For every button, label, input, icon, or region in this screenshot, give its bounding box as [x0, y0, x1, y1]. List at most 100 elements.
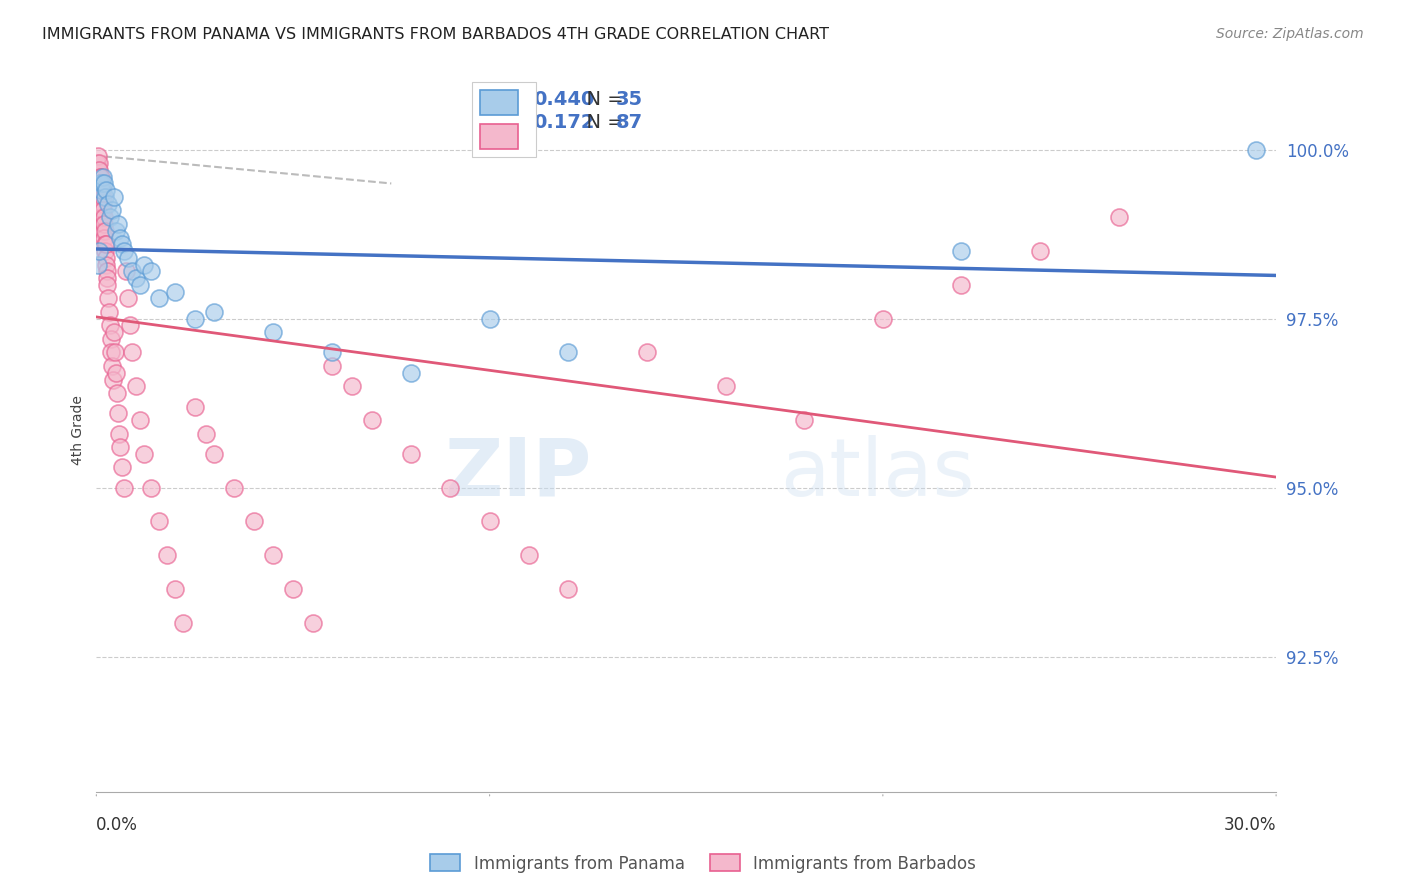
Point — [281, 582, 304, 596]
Text: 87: 87 — [616, 113, 643, 132]
Point — [148, 515, 170, 529]
Point — [90, 190, 112, 204]
Point — [262, 325, 284, 339]
Point — [87, 258, 110, 272]
Point — [793, 413, 815, 427]
Point — [1246, 143, 1268, 157]
Legend: Immigrants from Panama, Immigrants from Barbados: Immigrants from Panama, Immigrants from … — [423, 847, 983, 880]
Point — [111, 460, 134, 475]
Point — [202, 447, 225, 461]
Point — [97, 196, 120, 211]
Point — [163, 285, 186, 299]
Point — [202, 305, 225, 319]
Point — [242, 515, 264, 529]
Point — [89, 177, 111, 191]
Point — [87, 177, 110, 191]
Point — [100, 332, 122, 346]
Point — [714, 379, 737, 393]
Point — [94, 251, 117, 265]
Point — [108, 440, 131, 454]
Point — [360, 413, 382, 427]
Point — [121, 345, 143, 359]
Point — [132, 447, 155, 461]
Point — [156, 549, 179, 563]
Point — [517, 549, 540, 563]
Point — [103, 325, 125, 339]
Point — [183, 400, 205, 414]
Point — [89, 163, 111, 178]
Point — [87, 169, 110, 184]
Point — [90, 177, 112, 191]
Point — [478, 515, 501, 529]
Point — [89, 177, 111, 191]
Point — [94, 237, 117, 252]
Point — [104, 345, 127, 359]
Point — [90, 183, 112, 197]
Point — [105, 224, 128, 238]
Point — [94, 244, 117, 258]
Point — [117, 292, 139, 306]
Point — [97, 305, 120, 319]
Point — [301, 615, 323, 630]
Point — [141, 481, 163, 495]
Y-axis label: 4th Grade: 4th Grade — [72, 395, 86, 465]
Point — [96, 271, 118, 285]
Point — [321, 345, 343, 359]
Point — [89, 183, 111, 197]
Point — [222, 481, 245, 495]
Point — [399, 447, 422, 461]
Point — [86, 163, 108, 178]
Point — [93, 211, 115, 225]
Point — [636, 345, 658, 359]
Point — [93, 217, 115, 231]
Point — [399, 366, 422, 380]
Point — [1108, 211, 1130, 225]
Point — [91, 177, 114, 191]
Point — [132, 258, 155, 272]
Point — [111, 237, 134, 252]
Point — [90, 183, 112, 197]
Point — [93, 224, 115, 238]
Point — [950, 244, 973, 258]
Point — [90, 203, 112, 218]
Point — [93, 169, 115, 184]
Point — [93, 203, 115, 218]
Point — [163, 582, 186, 596]
Point — [96, 258, 118, 272]
Point — [96, 183, 118, 197]
Point — [478, 311, 501, 326]
Text: N =: N = — [574, 113, 630, 132]
Point — [93, 224, 115, 238]
Point — [91, 190, 114, 204]
Text: 35: 35 — [616, 90, 643, 109]
Point — [98, 211, 121, 225]
Point — [89, 244, 111, 258]
Point — [91, 217, 114, 231]
Point — [93, 177, 115, 191]
Point — [107, 406, 129, 420]
Point — [87, 156, 110, 170]
Point — [89, 190, 111, 204]
Point — [98, 318, 121, 333]
Point — [262, 549, 284, 563]
Text: 0.0%: 0.0% — [97, 815, 138, 834]
Point — [128, 277, 150, 292]
Text: ZIP: ZIP — [444, 434, 592, 513]
Point — [94, 190, 117, 204]
Point — [118, 318, 141, 333]
Point — [172, 615, 194, 630]
Text: 0.172: 0.172 — [533, 113, 595, 132]
Point — [124, 271, 146, 285]
Point — [183, 311, 205, 326]
Point — [101, 372, 124, 386]
Point — [108, 230, 131, 244]
Point — [101, 359, 124, 373]
Point — [101, 203, 124, 218]
Point — [557, 345, 579, 359]
Point — [91, 183, 114, 197]
Point — [96, 237, 118, 252]
Point — [100, 345, 122, 359]
Point — [96, 264, 118, 278]
Point — [950, 277, 973, 292]
Point — [89, 169, 111, 184]
